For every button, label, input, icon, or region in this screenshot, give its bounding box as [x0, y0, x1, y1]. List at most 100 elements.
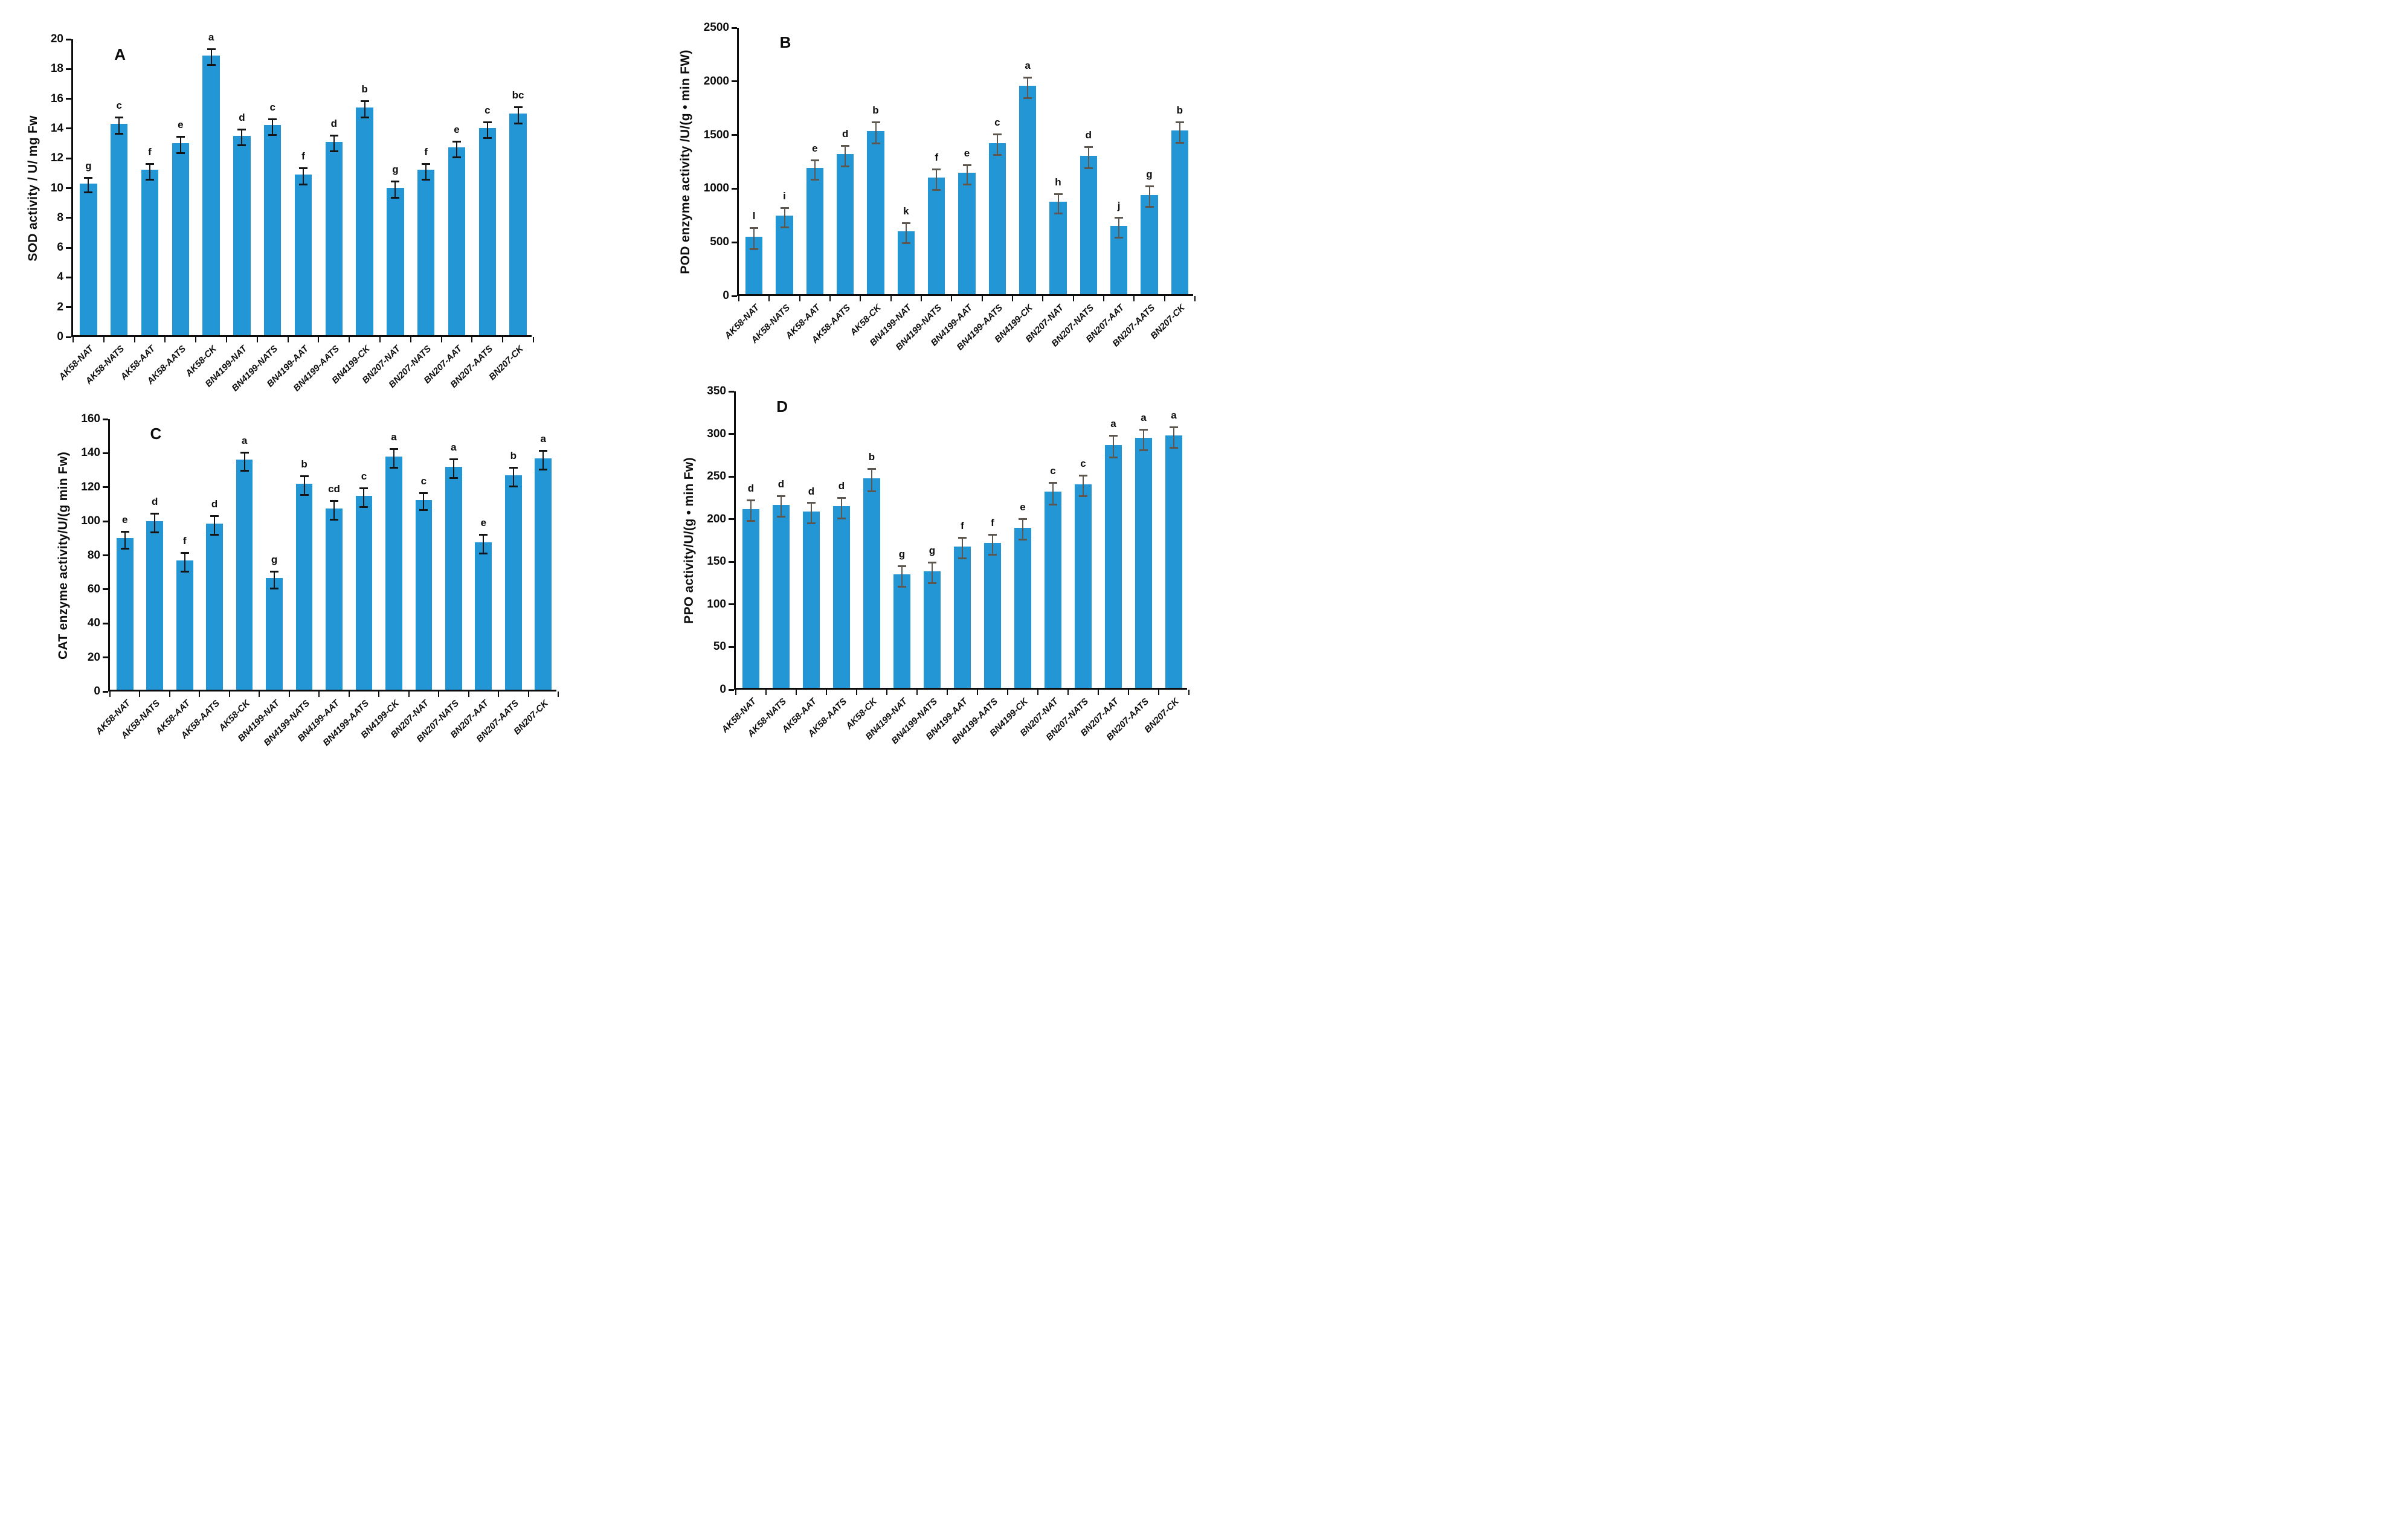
significance-letter: b — [868, 451, 875, 463]
error-bar-part — [1084, 167, 1093, 169]
error-bar-part — [300, 475, 309, 478]
error-bar-part — [393, 448, 394, 469]
error-bar-part — [486, 121, 488, 140]
error-bar — [962, 164, 972, 186]
significance-letter: f — [148, 146, 152, 158]
y-tick — [66, 38, 71, 40]
x-tick — [410, 337, 411, 342]
significance-letter: c — [361, 470, 367, 482]
error-bar-part — [780, 226, 789, 229]
error-bar — [927, 562, 937, 584]
significance-letter: d — [777, 478, 785, 490]
bar — [1105, 444, 1122, 688]
x-tick — [826, 690, 827, 695]
y-tick — [66, 336, 71, 338]
error-bar-part — [84, 177, 93, 179]
significance-letter: d — [211, 498, 218, 510]
error-bar-part — [389, 466, 398, 469]
error-bar-part — [928, 562, 936, 564]
y-tick — [732, 80, 737, 83]
panel-letter: B — [779, 33, 791, 51]
error-bar-part — [422, 179, 431, 181]
y-tick-label: 0 — [94, 685, 100, 698]
error-bar-part — [1109, 457, 1118, 459]
y-tick — [103, 486, 108, 489]
x-tick — [533, 337, 534, 342]
x-tick — [1012, 296, 1013, 301]
error-bar-part — [962, 184, 971, 186]
error-bar-part — [243, 451, 245, 472]
error-bar-part — [330, 518, 338, 521]
error-bar-part — [240, 470, 249, 472]
error-bar — [360, 100, 370, 118]
error-bar-part — [1079, 495, 1087, 497]
x-tick — [856, 690, 857, 695]
bar — [233, 135, 251, 335]
x-tick — [318, 337, 320, 342]
y-tick-label: 0 — [720, 683, 726, 696]
y-tick-label: 100 — [81, 515, 100, 528]
error-bar-part — [966, 164, 968, 186]
y-tick-label: 10 — [50, 181, 63, 194]
y-tick — [66, 98, 71, 100]
significance-letter: a — [241, 434, 248, 446]
significance-letter: f — [182, 534, 187, 547]
error-bar-part — [479, 534, 488, 536]
error-bar-part — [84, 191, 93, 194]
error-bar-part — [363, 487, 365, 508]
antioxidant-enzyme-figure: A SOD activity / U/ mg Fw 0 2 4 6 8 10 12 14 16 18 2… — [0, 0, 1204, 785]
bar — [988, 143, 1006, 294]
error-bar-part — [811, 502, 812, 525]
error-bar-part — [270, 570, 279, 573]
y-axis-title: CAT enzyme activity/U/(g min Fw) — [56, 451, 70, 659]
y-tick — [103, 656, 108, 659]
error-bar — [237, 128, 246, 147]
error-bar-part — [210, 515, 219, 518]
error-bar-part — [452, 140, 461, 143]
error-bar — [389, 448, 399, 469]
x-tick — [886, 690, 887, 695]
significance-letter: cd — [328, 483, 340, 495]
error-bar-part — [898, 585, 906, 588]
error-bar-part — [1170, 446, 1178, 449]
y-tick-label: 500 — [710, 236, 729, 249]
error-bar-part — [391, 196, 400, 199]
error-bar-part — [241, 128, 243, 147]
x-tick — [228, 691, 230, 697]
error-bar — [180, 551, 190, 573]
bar — [837, 154, 854, 294]
x-tick — [349, 337, 350, 342]
x-tick — [318, 691, 320, 697]
x-tick — [1164, 296, 1165, 301]
error-bar-part — [1019, 518, 1027, 521]
bar — [958, 173, 976, 294]
error-bar-part — [841, 497, 842, 519]
y-tick — [66, 246, 71, 249]
error-bar — [207, 48, 216, 66]
error-bar-part — [330, 499, 338, 502]
error-bar-part — [423, 492, 425, 512]
x-tick — [1067, 690, 1069, 695]
panel-letter: C — [150, 424, 162, 443]
error-bar-part — [150, 531, 159, 533]
error-bar-part — [272, 118, 274, 136]
x-tick — [379, 337, 381, 342]
error-bar — [240, 451, 249, 472]
x-tick — [468, 691, 469, 697]
bar — [1045, 492, 1061, 688]
error-bar-part — [391, 181, 400, 183]
x-tick — [288, 691, 290, 697]
error-bar-part — [333, 499, 335, 521]
significance-letter: c — [1080, 458, 1086, 470]
y-tick — [729, 688, 734, 691]
error-bar-part — [1087, 146, 1089, 169]
significance-letter: f — [991, 516, 994, 528]
error-bar-part — [996, 133, 998, 156]
error-bar-part — [207, 48, 216, 50]
error-bar-part — [777, 495, 785, 498]
error-bar-part — [237, 144, 246, 147]
significance-letter: e — [812, 142, 818, 154]
x-tick — [139, 691, 141, 697]
error-bar-part — [329, 150, 338, 153]
error-bar — [145, 162, 155, 181]
